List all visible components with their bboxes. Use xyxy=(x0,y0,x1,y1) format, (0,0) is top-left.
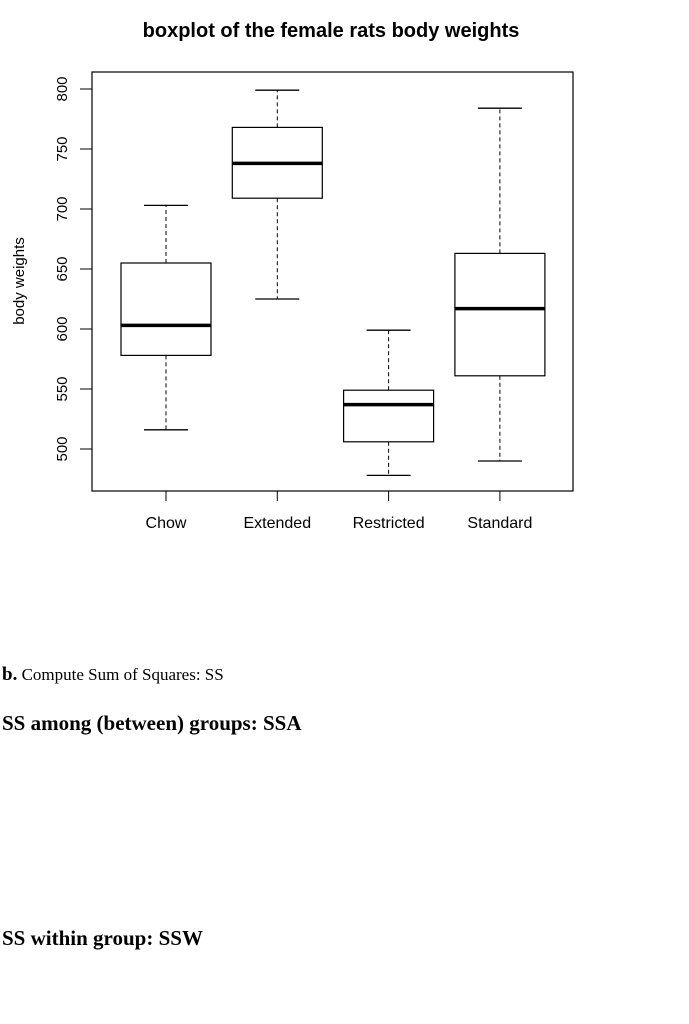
boxplot-chart: boxplot of the female rats body weights … xyxy=(11,20,574,532)
y-tick-label-550: 550 xyxy=(54,376,71,401)
x-tick-label-extended: Extended xyxy=(243,515,311,532)
box-extended xyxy=(231,89,323,300)
y-tick-label-650: 650 xyxy=(54,256,71,281)
y-tick-label-700: 700 xyxy=(54,196,71,221)
y-tick-label-800: 800 xyxy=(54,76,71,101)
x-tick-label-restricted: Restricted xyxy=(353,515,425,532)
box-restricted xyxy=(343,329,435,477)
part-b-label: b. xyxy=(2,664,18,685)
boxes-group xyxy=(120,89,546,477)
part-b-line: b. Compute Sum of Squares: SS xyxy=(2,664,224,686)
y-axis: 500 550 600 650 700 750 800 xyxy=(54,76,93,462)
iqr-box-restricted xyxy=(343,389,435,443)
y-tick-label-750: 750 xyxy=(54,136,71,161)
chart-svg: boxplot of the female rats body weights … xyxy=(11,20,574,532)
x-tick-label-chow: Chow xyxy=(146,515,187,532)
y-axis-label: body weights xyxy=(11,237,28,325)
iqr-box-chow xyxy=(120,262,212,357)
ssw-heading: SS within group: SSW xyxy=(2,926,203,950)
ssa-heading: SS among (between) groups: SSA xyxy=(2,711,302,735)
part-b-text: Compute Sum of Squares: SS xyxy=(21,665,224,684)
y-tick-label-600: 600 xyxy=(54,316,71,341)
box-standard xyxy=(454,107,546,462)
chart-title: boxplot of the female rats body weights xyxy=(143,20,520,42)
iqr-box-standard xyxy=(454,252,546,377)
x-tick-label-standard: Standard xyxy=(467,515,532,532)
x-axis: Chow Extended Restricted Standard xyxy=(146,490,532,532)
y-tick-label-500: 500 xyxy=(54,436,71,461)
box-chow xyxy=(120,204,212,431)
